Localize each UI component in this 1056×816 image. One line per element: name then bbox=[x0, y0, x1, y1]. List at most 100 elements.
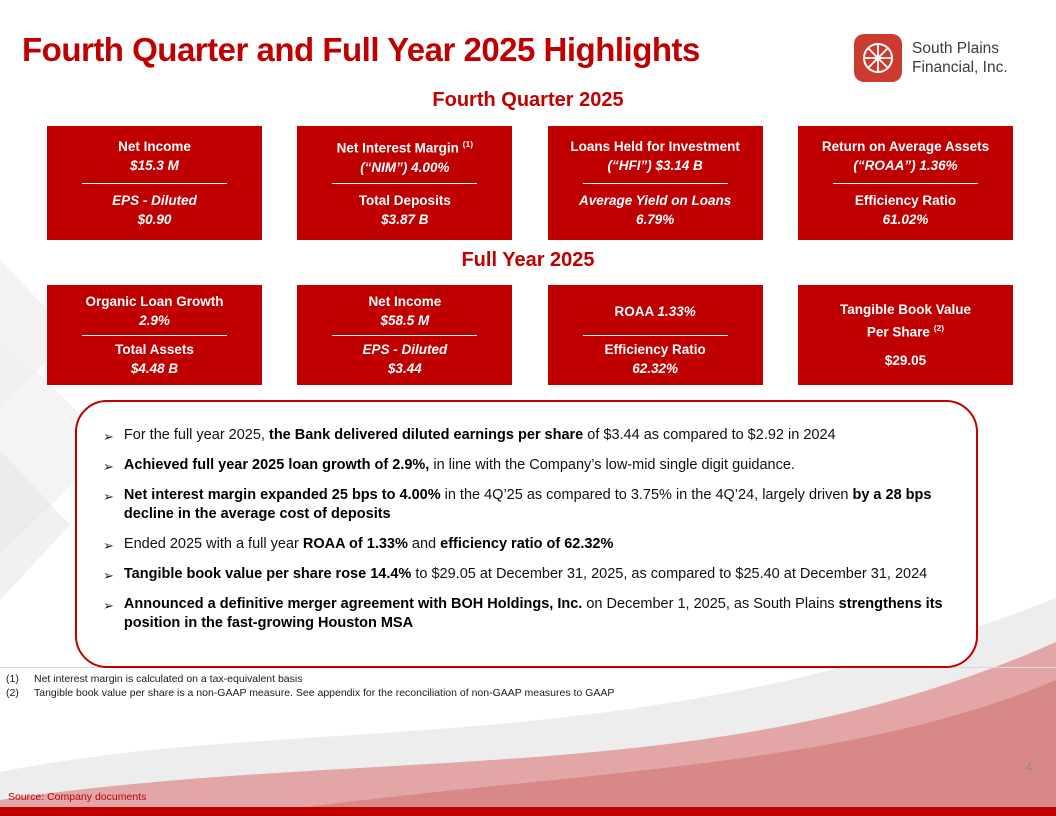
stat-label: EPS - Diluted bbox=[112, 193, 197, 209]
stat-bottom: Total Deposits $3.87 B bbox=[301, 187, 508, 235]
stat-divider bbox=[582, 182, 728, 184]
bullet-segment: on December 1, 2025, as South Plains bbox=[582, 596, 839, 612]
stat-value: $15.3 M bbox=[130, 157, 179, 173]
bullet-item: ➢ Ended 2025 with a full year ROAA of 1.… bbox=[103, 535, 948, 554]
stat-label: Net Interest Margin (1) bbox=[336, 139, 474, 156]
bullet-segment: ROAA of 1.33% bbox=[302, 536, 408, 552]
stat-value: $4.48 B bbox=[130, 360, 179, 376]
pinwheel-logo-icon bbox=[854, 34, 902, 82]
bullet-segment: the Bank delivered diluted earnings per … bbox=[268, 427, 584, 443]
bullet-arrow-icon: ➢ bbox=[103, 489, 114, 504]
footnote-2: (2) Tangible book value per share is a n… bbox=[6, 686, 614, 700]
bullet-arrow-icon: ➢ bbox=[103, 459, 114, 474]
logo-line2: Financial, Inc. bbox=[912, 59, 1008, 76]
bullet-segment: efficiency ratio of 62.32% bbox=[440, 536, 614, 552]
section-heading-q4: Fourth Quarter 2025 bbox=[432, 89, 624, 111]
bullet-segment: of $3.44 as compared to $2.92 in 2024 bbox=[583, 427, 836, 443]
stat-value: (“ROAA”) 1.36% bbox=[853, 157, 958, 173]
stat-divider bbox=[332, 334, 478, 336]
q4-stat-row: Net Income $15.3 M EPS - Diluted $0.90 N… bbox=[47, 126, 1013, 240]
bullet-arrow-icon: ➢ bbox=[103, 598, 114, 613]
stat-box-fy-net-income: Net Income $58.5 M EPS - Diluted $3.44 bbox=[297, 285, 513, 385]
stat-value: 61.02% bbox=[882, 212, 929, 228]
stat-label: Average Yield on Loans bbox=[579, 193, 732, 209]
stat-bottom: Efficiency Ratio 62.32% bbox=[552, 339, 759, 380]
stat-label: Total Deposits bbox=[358, 193, 451, 209]
stat-top: Return on Average Assets (“ROAA”) 1.36% bbox=[802, 132, 1009, 180]
stat-label: ROAA 1.33% bbox=[614, 303, 696, 319]
stat-label: Net Income bbox=[368, 294, 442, 310]
footnote-number: (1) bbox=[6, 673, 19, 685]
bullet-item: ➢ For the full year 2025, the Bank deliv… bbox=[103, 426, 948, 445]
footnote-text: Net interest margin is calculated on a t… bbox=[34, 673, 303, 685]
bullet-item: ➢ Achieved full year 2025 loan growth of… bbox=[103, 456, 948, 475]
bullet-segment: by a 28 bps decline in the average cost … bbox=[123, 487, 932, 522]
footnote-text: Tangible book value per share is a non-G… bbox=[34, 687, 615, 699]
stat-label: EPS - Diluted bbox=[362, 341, 448, 357]
stat-value: $0.90 bbox=[137, 212, 172, 228]
section-heading-fy: Full Year 2025 bbox=[461, 249, 595, 271]
stat-label: Return on Average Assets bbox=[821, 138, 990, 154]
bullet-item: ➢ Tangible book value per share rose 14.… bbox=[103, 565, 948, 584]
bullet-segment: Announced a definitive merger agreement … bbox=[123, 596, 583, 612]
bullet-arrow-icon: ➢ bbox=[103, 429, 114, 444]
page-number: 4 bbox=[1025, 760, 1032, 774]
stat-label: Tangible Book Value bbox=[839, 302, 971, 318]
stat-bottom: Average Yield on Loans 6.79% bbox=[552, 187, 759, 235]
highlights-box: ➢ For the full year 2025, the Bank deliv… bbox=[75, 400, 978, 668]
stat-value: $3.44 bbox=[387, 360, 422, 376]
stat-top: Net Income $58.5 M bbox=[301, 291, 508, 332]
stat-box-q4-roaa: Return on Average Assets (“ROAA”) 1.36% … bbox=[797, 126, 1013, 240]
logo-line1: South Plains bbox=[912, 40, 1000, 57]
stat-box-q4-net-interest-margin: Net Interest Margin (1) (“NIM”) 4.00% To… bbox=[297, 126, 513, 240]
bullet-arrow-icon: ➢ bbox=[103, 568, 114, 583]
bullet-text: Net interest margin expanded 25 bps to 4… bbox=[124, 486, 948, 524]
bullet-segment: Tangible book value per share rose 14.4% bbox=[123, 566, 412, 582]
stat-value: $3.87 B bbox=[381, 212, 429, 228]
company-logo: South Plains Financial, Inc. bbox=[853, 33, 1008, 83]
stat-top: Net Income $15.3 M bbox=[51, 132, 258, 180]
stat-box-fy-loan-growth: Organic Loan Growth 2.9% Total Assets $4… bbox=[47, 285, 262, 385]
stat-value: $58.5 M bbox=[380, 313, 430, 329]
bullet-text: Achieved full year 2025 loan growth of 2… bbox=[124, 456, 948, 475]
bullet-segment: and bbox=[407, 536, 441, 552]
stat-value: 62.32% bbox=[632, 360, 679, 376]
stat-group: Tangible Book Value Per Share (2) $29.05 bbox=[802, 291, 1009, 379]
bullet-text: Tangible book value per share rose 14.4%… bbox=[124, 565, 948, 584]
bullet-segment: to $29.05 at December 31, 2025, as compa… bbox=[411, 566, 928, 582]
bullet-segment: Achieved full year 2025 loan growth of 2… bbox=[123, 457, 430, 473]
source-note: Source: Company documents bbox=[8, 791, 147, 803]
stat-label: Total Assets bbox=[115, 341, 194, 357]
fy-stat-row: Organic Loan Growth 2.9% Total Assets $4… bbox=[47, 285, 1013, 385]
stat-value: 1.33% bbox=[657, 303, 696, 319]
stat-top: Loans Held for Investment (“HFI”) $3.14 … bbox=[552, 132, 759, 180]
stat-top: Organic Loan Growth 2.9% bbox=[51, 291, 258, 332]
bullet-text: For the full year 2025, the Bank deliver… bbox=[124, 426, 948, 445]
stat-box-fy-tangible-book-value: Tangible Book Value Per Share (2) $29.05 bbox=[797, 285, 1013, 385]
footnote-1: (1) Net interest margin is calculated on… bbox=[6, 672, 614, 686]
footnotes: (1) Net interest margin is calculated on… bbox=[6, 672, 614, 700]
stat-bottom: EPS - Diluted $3.44 bbox=[301, 339, 508, 380]
bullet-segment: Ended 2025 with a full year bbox=[123, 536, 303, 552]
stat-bottom: Total Assets $4.48 B bbox=[51, 339, 258, 380]
stat-label: Per Share (2) bbox=[866, 323, 945, 340]
stat-value: (“NIM”) 4.00% bbox=[360, 159, 450, 175]
stat-box-fy-roaa: ROAA 1.33% Efficiency Ratio 62.32% bbox=[547, 285, 763, 385]
stat-label: Organic Loan Growth bbox=[85, 294, 224, 310]
bullet-segment: in line with the Company’s low-mid singl… bbox=[429, 457, 795, 473]
stat-label: Efficiency Ratio bbox=[854, 193, 957, 209]
slide-title: Fourth Quarter and Full Year 2025 Highli… bbox=[22, 31, 700, 68]
stat-top: ROAA 1.33% bbox=[552, 291, 759, 332]
stat-label: Net Income bbox=[118, 138, 191, 154]
stat-box-q4-loans-hfi: Loans Held for Investment (“HFI”) $3.14 … bbox=[547, 126, 763, 240]
bullet-segment: For the full year 2025, bbox=[123, 427, 269, 443]
stat-label: Loans Held for Investment bbox=[570, 138, 740, 154]
bullet-text: Announced a definitive merger agreement … bbox=[124, 595, 948, 633]
footnote-number: (2) bbox=[6, 687, 19, 699]
stat-value: $29.05 bbox=[884, 352, 927, 368]
bullet-segment: strengthens its position in the fast-gro… bbox=[123, 596, 943, 631]
bullet-arrow-icon: ➢ bbox=[103, 538, 114, 553]
stat-bottom: Efficiency Ratio 61.02% bbox=[802, 187, 1009, 235]
